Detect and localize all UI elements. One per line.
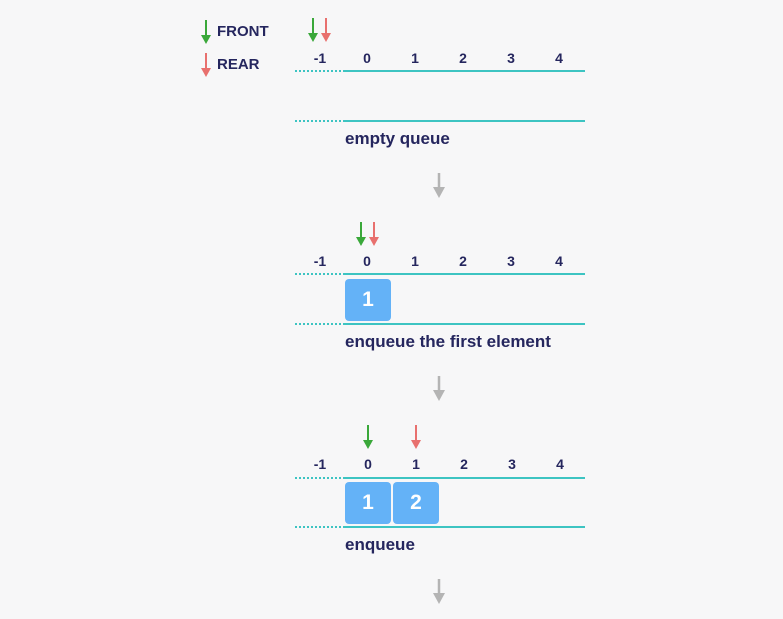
dotted-boundary-line: [295, 273, 345, 275]
queue-bottom-line: [345, 120, 585, 122]
index-label: -1: [313, 253, 327, 269]
front-legend-arrow-icon: [201, 20, 211, 44]
legend-rear-label: REAR: [217, 56, 260, 73]
index-label: 1: [412, 456, 420, 472]
index-label: 1: [411, 50, 419, 66]
dotted-boundary-line: [295, 477, 345, 479]
queue-bottom-line: [345, 323, 585, 325]
queue-cell: 2: [393, 482, 439, 524]
index-label: 0: [364, 456, 372, 472]
rear-legend-arrow-icon: [201, 53, 211, 77]
down-arrow-icon: [433, 376, 445, 401]
dotted-boundary-line: [295, 526, 345, 528]
queue-top-line: [345, 273, 585, 275]
index-label: 4: [555, 50, 563, 66]
queue-bottom-line: [345, 526, 585, 528]
index-label: 1: [411, 253, 419, 269]
rear-pointer-icon: [411, 425, 421, 449]
index-label: -1: [313, 50, 327, 66]
index-label: 3: [507, 253, 515, 269]
step-caption: empty queue: [345, 129, 450, 148]
rear-pointer-icon: [369, 222, 379, 246]
index-label: 2: [460, 456, 468, 472]
rear-pointer-icon: [321, 18, 331, 42]
down-arrow-icon: [433, 579, 445, 604]
queue-cell: 1: [345, 482, 391, 524]
dotted-boundary-line: [295, 323, 345, 325]
index-label: 2: [459, 253, 467, 269]
down-arrow-icon: [433, 173, 445, 198]
index-label: 0: [363, 253, 371, 269]
index-label: 3: [508, 456, 516, 472]
step-caption: enqueue the first element: [345, 332, 551, 351]
front-pointer-icon: [308, 18, 318, 42]
index-label: 4: [555, 253, 563, 269]
step-caption: enqueue: [345, 535, 415, 554]
queue-top-line: [345, 70, 585, 72]
dotted-boundary-line: [295, 120, 345, 122]
queue-top-line: [345, 477, 585, 479]
index-label: -1: [313, 456, 327, 472]
index-label: 0: [363, 50, 371, 66]
legend-front-label: FRONT: [217, 23, 269, 40]
index-label: 2: [459, 50, 467, 66]
index-label: 4: [556, 456, 564, 472]
dotted-boundary-line: [295, 70, 345, 72]
index-label: 3: [507, 50, 515, 66]
queue-cell: 1: [345, 279, 391, 321]
front-pointer-icon: [356, 222, 366, 246]
front-pointer-icon: [363, 425, 373, 449]
